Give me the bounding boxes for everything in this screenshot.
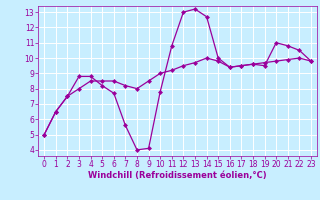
X-axis label: Windchill (Refroidissement éolien,°C): Windchill (Refroidissement éolien,°C) bbox=[88, 171, 267, 180]
